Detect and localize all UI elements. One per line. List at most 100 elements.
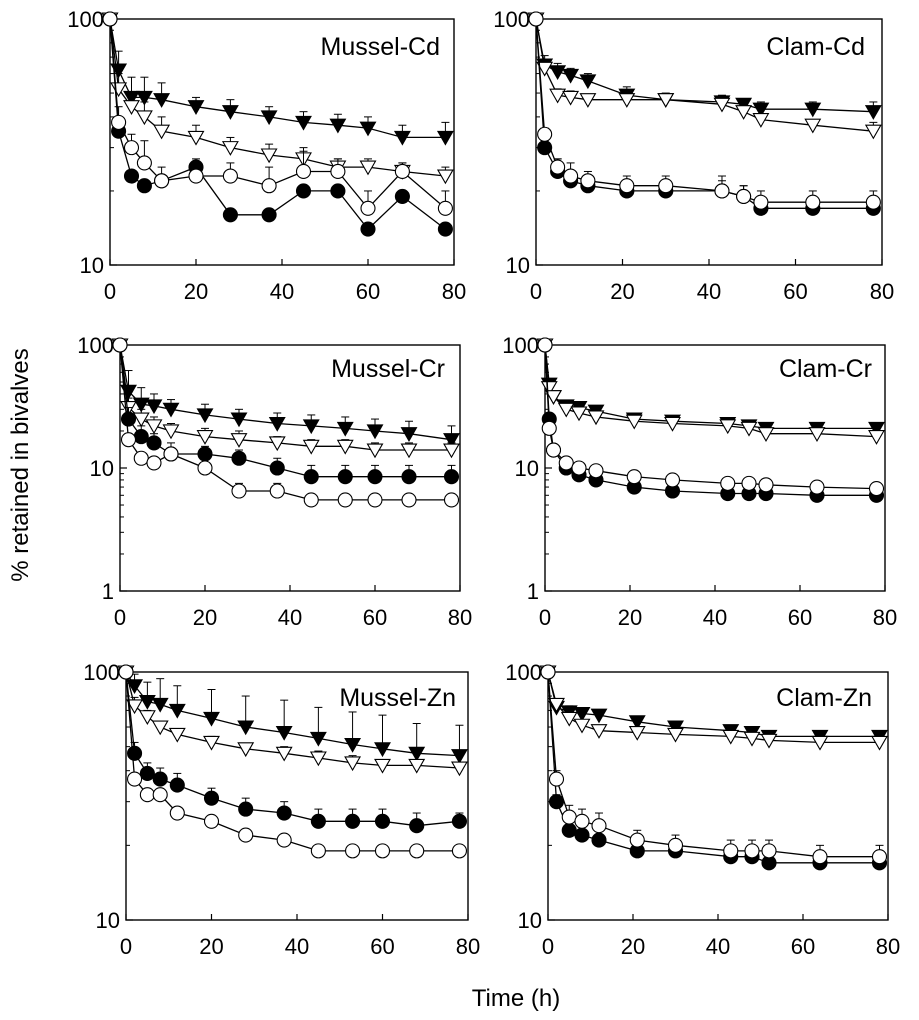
data-point bbox=[110, 82, 128, 98]
y-tick-label: 1 bbox=[527, 579, 539, 604]
data-point bbox=[667, 727, 684, 743]
data-point bbox=[808, 427, 826, 442]
data-point bbox=[133, 429, 149, 445]
data-point bbox=[151, 697, 169, 713]
x-tick-label: 40 bbox=[278, 605, 302, 630]
y-tick-label: 10 bbox=[96, 908, 120, 933]
y-tick-label: 10 bbox=[90, 456, 114, 481]
data-point bbox=[573, 706, 591, 722]
data-point bbox=[139, 787, 155, 803]
data-point bbox=[138, 695, 156, 710]
data-point bbox=[451, 749, 468, 764]
x-tick-label: 60 bbox=[791, 934, 815, 959]
panel-title: Mussel-Cr bbox=[331, 355, 445, 383]
data-point bbox=[345, 843, 361, 859]
series-1 bbox=[111, 338, 460, 459]
data-point bbox=[562, 90, 580, 106]
data-point bbox=[146, 435, 162, 451]
data-point bbox=[451, 813, 468, 829]
data-point bbox=[374, 742, 391, 758]
data-point bbox=[761, 843, 777, 859]
data-point bbox=[366, 443, 384, 459]
data-point bbox=[443, 443, 460, 459]
panel-title: Clam-Zn bbox=[776, 684, 872, 712]
data-point bbox=[237, 720, 255, 736]
data-point bbox=[811, 735, 829, 751]
data-point bbox=[360, 200, 376, 216]
data-point bbox=[760, 733, 778, 749]
y-axis-title: % retained in bivalves bbox=[7, 348, 34, 581]
y-tick-label: 100 bbox=[502, 333, 539, 358]
data-point bbox=[752, 113, 770, 128]
data-point bbox=[162, 424, 180, 440]
y-tick-label: 100 bbox=[493, 7, 530, 32]
data-point bbox=[736, 188, 752, 204]
data-point bbox=[753, 194, 769, 210]
data-point bbox=[393, 130, 411, 146]
data-point bbox=[152, 771, 168, 787]
data-point bbox=[537, 337, 553, 353]
data-point bbox=[127, 745, 143, 761]
data-point bbox=[408, 746, 426, 762]
x-tick-label: 80 bbox=[870, 279, 894, 304]
data-point bbox=[260, 110, 278, 126]
data-point bbox=[136, 155, 152, 171]
data-point bbox=[871, 735, 888, 751]
data-point bbox=[664, 416, 681, 432]
data-point bbox=[310, 843, 326, 859]
data-point bbox=[744, 843, 760, 859]
data-point bbox=[203, 711, 220, 727]
panel-2: 1 10 100 0 20 40 60 80 Mussel-Cr bbox=[77, 333, 472, 630]
data-point bbox=[408, 758, 426, 774]
data-point bbox=[153, 93, 171, 108]
data-point bbox=[561, 809, 577, 825]
data-point bbox=[590, 708, 608, 724]
data-point bbox=[187, 100, 205, 115]
panel-4: 10 100 0 20 40 60 80 Mussel-Zn bbox=[83, 660, 480, 959]
data-point bbox=[540, 664, 556, 680]
data-point bbox=[713, 97, 731, 113]
data-point bbox=[269, 483, 285, 499]
data-point bbox=[366, 424, 384, 440]
data-point bbox=[231, 450, 247, 466]
x-tick-label: 80 bbox=[448, 605, 472, 630]
data-point bbox=[145, 399, 163, 415]
data-point bbox=[735, 97, 753, 113]
data-point bbox=[123, 168, 140, 184]
data-point bbox=[295, 163, 312, 180]
data-point bbox=[590, 724, 608, 739]
data-point bbox=[409, 843, 425, 859]
data-point bbox=[367, 492, 383, 508]
data-point bbox=[221, 141, 239, 156]
x-tick-label: 60 bbox=[370, 934, 394, 959]
data-point bbox=[344, 756, 362, 772]
data-point bbox=[230, 433, 248, 448]
data-point bbox=[587, 410, 605, 426]
data-point bbox=[400, 427, 418, 442]
data-point bbox=[329, 118, 347, 134]
data-point bbox=[203, 790, 220, 806]
data-point bbox=[139, 765, 155, 781]
series-3 bbox=[540, 664, 888, 865]
data-point bbox=[740, 421, 758, 437]
data-point bbox=[221, 105, 239, 120]
data-point bbox=[743, 731, 761, 747]
data-point bbox=[871, 849, 888, 865]
panel-title: Mussel-Zn bbox=[339, 684, 456, 712]
data-point bbox=[571, 460, 587, 476]
data-point bbox=[537, 126, 553, 142]
data-point bbox=[169, 777, 185, 793]
data-point bbox=[667, 720, 684, 736]
data-point bbox=[345, 813, 361, 829]
x-tick-label: 0 bbox=[114, 605, 126, 630]
data-point bbox=[628, 725, 646, 741]
data-point bbox=[561, 822, 577, 838]
data-point bbox=[436, 130, 454, 146]
data-point bbox=[120, 411, 137, 427]
series-0 bbox=[101, 12, 454, 146]
data-point bbox=[302, 439, 320, 455]
data-point bbox=[146, 455, 162, 471]
data-point bbox=[163, 446, 179, 462]
data-point bbox=[394, 188, 410, 204]
